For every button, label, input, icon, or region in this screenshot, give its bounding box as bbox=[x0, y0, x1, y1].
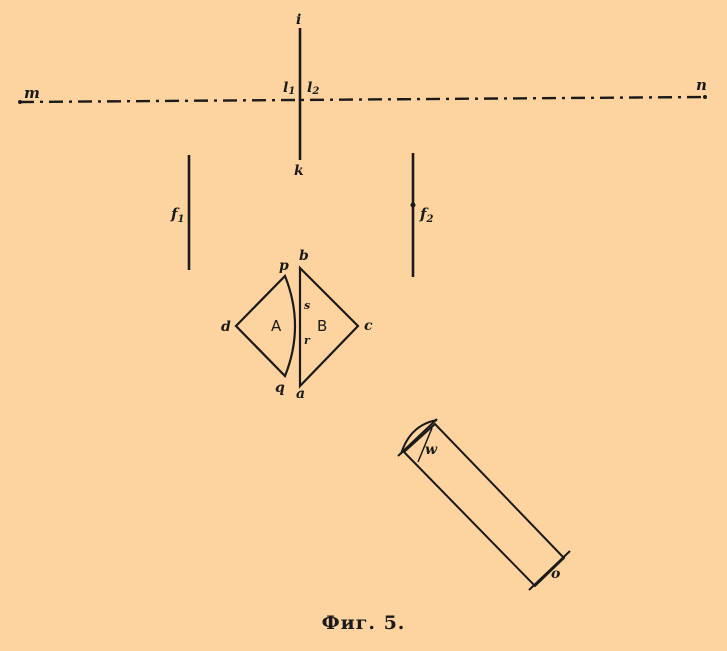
label-B: B bbox=[317, 317, 327, 335]
label-f2: f2 bbox=[419, 205, 433, 225]
label-k: k bbox=[294, 163, 304, 179]
label-n: n bbox=[696, 76, 707, 94]
lens-f2-dot bbox=[410, 202, 416, 208]
label-q: q bbox=[275, 380, 285, 396]
label-s: s bbox=[304, 299, 310, 312]
label-l2: l2 bbox=[307, 80, 319, 97]
label-d: d bbox=[221, 319, 231, 335]
telescope-eyepiece-back bbox=[397, 418, 438, 457]
label-l1: l1 bbox=[283, 80, 295, 97]
label-i: i bbox=[296, 12, 301, 28]
optical-axis-line bbox=[19, 95, 706, 104]
label-r: r bbox=[304, 334, 311, 347]
label-c: c bbox=[364, 318, 373, 334]
label-b: b bbox=[299, 248, 309, 264]
telescope-end-cap bbox=[528, 550, 571, 591]
axis-endpoint-n bbox=[703, 95, 707, 99]
axis-endpoint-m bbox=[18, 100, 22, 104]
label-p: p bbox=[279, 258, 289, 274]
telescope-inner-line bbox=[417, 427, 433, 463]
label-w: w bbox=[425, 442, 438, 458]
figure-caption: Фиг. 5. bbox=[321, 612, 406, 634]
label-A: A bbox=[271, 317, 282, 335]
label-f1: f1 bbox=[170, 205, 184, 225]
label-o: o bbox=[551, 566, 560, 582]
label-a: a bbox=[296, 386, 305, 402]
telescope-objective-lens bbox=[400, 419, 438, 455]
prism-a bbox=[234, 274, 297, 378]
label-m: m bbox=[24, 84, 40, 102]
prism-b bbox=[298, 265, 360, 389]
